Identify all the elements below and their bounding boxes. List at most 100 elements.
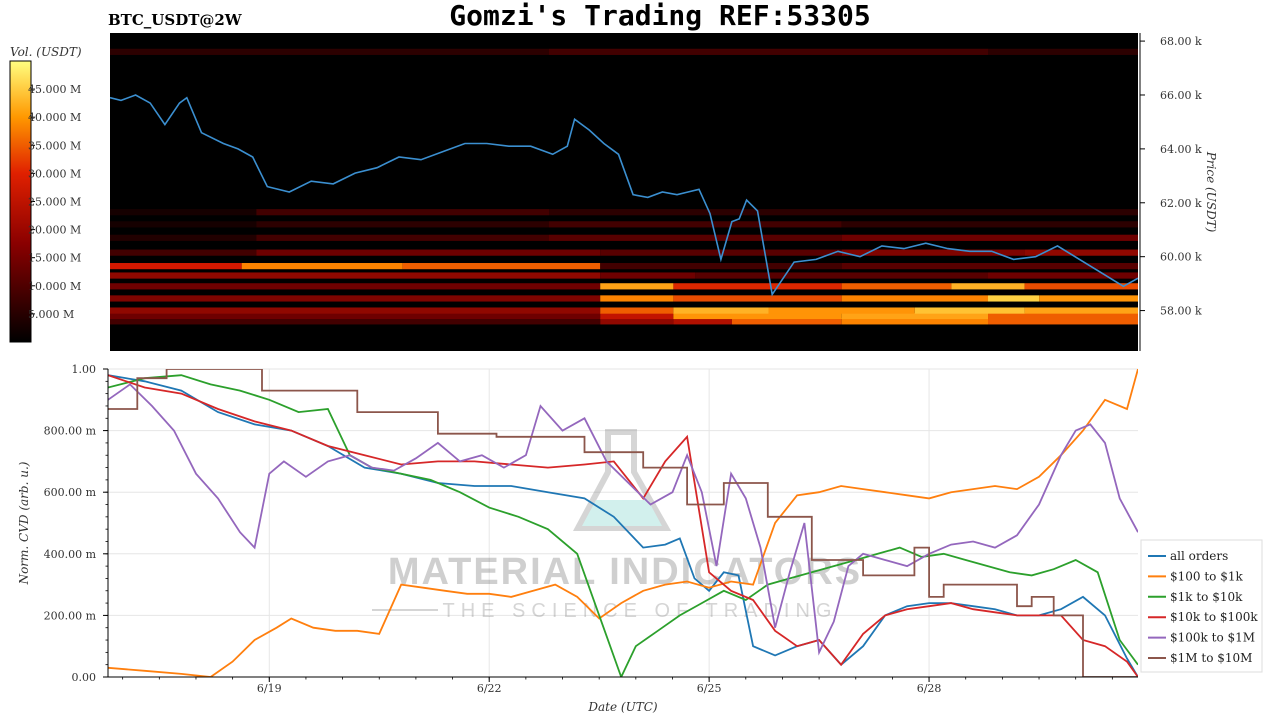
cvd-y-tick-label: 1.00 bbox=[72, 363, 97, 376]
heatmap-cell bbox=[841, 295, 989, 302]
legend-box bbox=[1140, 539, 1263, 673]
heatmap-cell bbox=[549, 209, 1138, 216]
cvd-y-tick-label: 400.00 m bbox=[44, 548, 97, 561]
heatmap-cell bbox=[110, 272, 601, 279]
colorbar: Vol. (USDT) 5.000 M 10.000 M 15.000 M 20.00… bbox=[9, 45, 82, 343]
cvd-y-tick-label: 200.00 m bbox=[44, 609, 97, 622]
heatmap-cell bbox=[673, 318, 732, 325]
heatmap-cell bbox=[988, 272, 1138, 279]
heatmap-cell bbox=[256, 221, 550, 228]
cvd-y-tick-label: 0.00 bbox=[72, 671, 97, 684]
heatmap-cell bbox=[110, 318, 601, 325]
cvd-y-tick-label: 800.00 m bbox=[44, 425, 97, 438]
heatmap-cell bbox=[988, 312, 1138, 320]
colorbar-tick-label: 30.000 M bbox=[28, 167, 81, 180]
heatmap-cell bbox=[110, 307, 601, 314]
colorbar-label: Vol. (USDT) bbox=[10, 45, 82, 59]
heatmap-cell bbox=[768, 307, 915, 314]
heatmap-cell bbox=[600, 272, 696, 279]
cvd-x-tick-label: 6/28 bbox=[917, 682, 942, 695]
heatmap-cell bbox=[841, 318, 989, 325]
cvd-y-axis-label: Norm. CVD (arb. u.) bbox=[17, 461, 31, 585]
watermark-subtitle: THE SCIENCE OF TRADING bbox=[443, 600, 838, 622]
price-tick-label: 62.00 k bbox=[1160, 197, 1202, 210]
heatmap-cell bbox=[951, 283, 1025, 290]
heatmap-cell bbox=[731, 318, 842, 325]
heatmap-cell bbox=[1024, 249, 1138, 256]
price-tick-label: 58.00 k bbox=[1160, 305, 1202, 318]
cvd-x-tick-label: 6/22 bbox=[477, 682, 502, 695]
heatmap-cell bbox=[110, 263, 242, 270]
heatmap-cell bbox=[1039, 295, 1138, 302]
heatmap-cell bbox=[914, 307, 1025, 314]
colorbar-tick-label: 20.000 M bbox=[28, 224, 81, 237]
heatmap-cell bbox=[841, 312, 989, 320]
colorbar-tick-label: 10.000 M bbox=[28, 280, 81, 293]
colorbar-tick-label: 5.000 M bbox=[28, 308, 74, 321]
legend: all orders $100 to $1k $1k to $10k $10k to … bbox=[1140, 539, 1263, 673]
price-line bbox=[110, 94, 1138, 297]
legend-label: $100 to $1k bbox=[1170, 569, 1243, 583]
series-line bbox=[108, 369, 1138, 677]
colorbar-tick-label: 25.000 M bbox=[28, 196, 81, 209]
cvd-x-axis-label: Date (UTC) bbox=[587, 700, 657, 714]
heatmap-cell bbox=[988, 295, 1040, 302]
heatmap-cell bbox=[110, 312, 601, 320]
heatmap-cell bbox=[673, 295, 842, 302]
legend-label: $1M to $10M bbox=[1170, 651, 1252, 665]
colorbar-tick-label: 40.000 M bbox=[28, 111, 81, 124]
heatmap-cell bbox=[695, 272, 989, 279]
series-line bbox=[108, 374, 1138, 677]
heatmap-cell bbox=[110, 209, 257, 216]
series-line bbox=[108, 374, 1138, 677]
heatmap-cell bbox=[110, 283, 601, 290]
series-line bbox=[108, 374, 1138, 677]
colorbar-tick-label: 15.000 M bbox=[28, 252, 81, 265]
cvd-x-tick-label: 6/25 bbox=[697, 682, 722, 695]
heatmap-cell bbox=[841, 234, 1138, 241]
heatmap-cell bbox=[673, 307, 769, 314]
heatmap-cell bbox=[110, 48, 550, 55]
heatmap-panel: 58.00 k 60.00 k 62.00 k 64.00 k 66.00 k 68.00… bbox=[110, 33, 1218, 351]
colorbar-tick-label: 35.000 M bbox=[28, 139, 81, 152]
flask-icon bbox=[572, 429, 672, 531]
heatmap-cell bbox=[600, 307, 674, 314]
series-line bbox=[108, 369, 1138, 677]
chart-title: Gomzi's Trading REF:53305 bbox=[449, 0, 870, 32]
heatmap-cell bbox=[600, 283, 674, 290]
heatmap-cell bbox=[549, 48, 989, 55]
heatmap-cell bbox=[600, 263, 842, 270]
legend-label: all orders bbox=[1170, 549, 1228, 563]
heatmap-cell bbox=[110, 295, 601, 302]
watermark-title: MATERIAL INDICATORS bbox=[388, 551, 862, 593]
price-axis-label: Price (USDT) bbox=[1204, 151, 1218, 233]
heatmap-cell bbox=[988, 318, 1138, 325]
cvd-y-tick-label: 600.00 m bbox=[44, 486, 97, 499]
heatmap-cell bbox=[841, 221, 1138, 228]
heatmap-cell bbox=[600, 312, 674, 320]
heatmap-cell bbox=[1024, 283, 1138, 290]
legend-label: $10k to $100k bbox=[1170, 610, 1258, 624]
price-tick-label: 66.00 k bbox=[1160, 89, 1202, 102]
legend-label: $1k to $10k bbox=[1170, 590, 1243, 604]
heatmap-cell bbox=[256, 249, 601, 256]
price-tick-label: 68.00 k bbox=[1160, 35, 1202, 48]
symbol-label: BTC_USDT@2W bbox=[108, 11, 243, 29]
heatmap-cell bbox=[241, 263, 403, 270]
price-tick-label: 64.00 k bbox=[1160, 143, 1202, 156]
heatmap-cell bbox=[841, 263, 1138, 270]
heatmap-cell bbox=[110, 234, 257, 241]
cvd-x-tick-label: 6/19 bbox=[257, 682, 282, 695]
heatmap-cell bbox=[988, 48, 1138, 55]
heatmap-cell bbox=[549, 221, 842, 228]
price-tick-label: 60.00 k bbox=[1160, 251, 1202, 264]
heatmap-cell bbox=[402, 263, 601, 270]
heatmap-cell bbox=[600, 249, 842, 256]
heatmap-background bbox=[110, 33, 1138, 351]
colorbar-tick-label: 45.000 M bbox=[28, 83, 81, 96]
cvd-panel: MATERIAL INDICATORS THE SCIENCE OF TRADI… bbox=[17, 363, 1138, 714]
heatmap-cell bbox=[673, 312, 842, 320]
heatmap-cell bbox=[110, 221, 257, 228]
heatmap-cell bbox=[549, 234, 842, 241]
